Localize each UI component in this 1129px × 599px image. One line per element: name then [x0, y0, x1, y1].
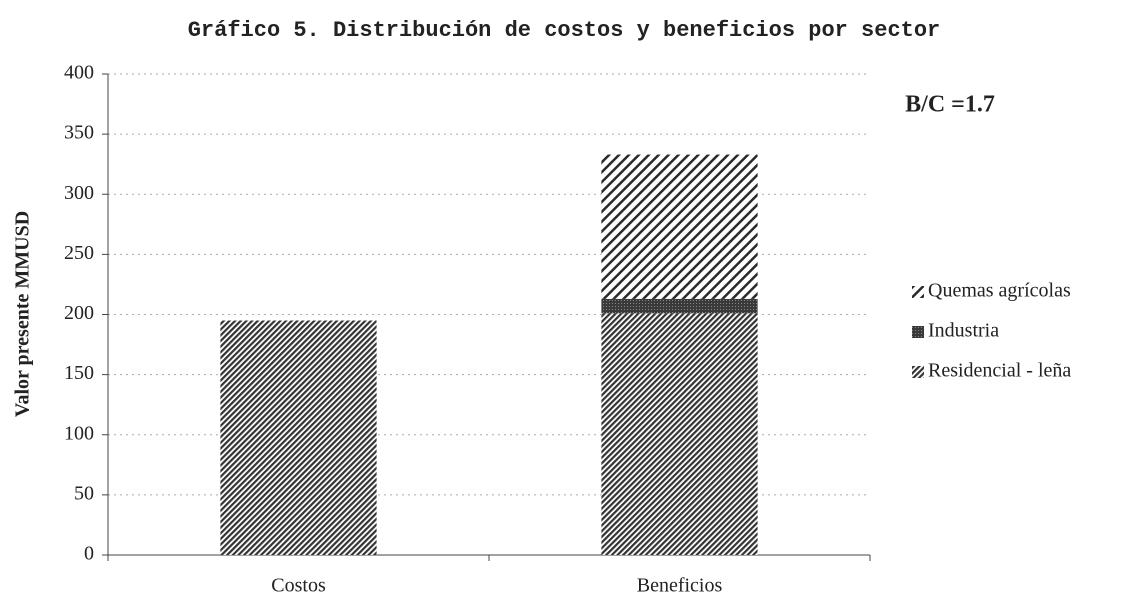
bar-segment: [601, 313, 758, 555]
legend-swatch: [912, 286, 924, 298]
y-axis-label: Valor presente MMUSD: [12, 211, 34, 417]
legend-swatch: [912, 326, 924, 338]
legend-label: Quemas agrícolas: [928, 280, 1071, 302]
y-tick-label: 300: [64, 182, 94, 204]
x-tick-label: Beneficios: [637, 575, 723, 597]
legend-label: Industria: [928, 320, 999, 342]
legend-swatch: [912, 366, 924, 378]
y-tick-label: 250: [64, 242, 94, 264]
y-tick-label: 400: [64, 62, 94, 84]
bar-segment: [220, 320, 377, 555]
chart-title: Gráfico 5. Distribución de costos y bene…: [188, 18, 941, 43]
bar-segment: [601, 298, 758, 314]
y-tick-label: 100: [64, 422, 94, 444]
y-tick-label: 150: [64, 362, 94, 384]
y-tick-label: 50: [74, 482, 94, 504]
x-tick-label: Costos: [271, 575, 326, 597]
y-tick-label: 200: [64, 302, 94, 324]
y-tick-label: 0: [84, 543, 94, 565]
y-tick-label: 350: [64, 122, 94, 144]
legend-label: Residencial - leña: [928, 360, 1071, 382]
annotation: B/C =1.7: [905, 92, 995, 118]
bar-segment: [601, 154, 758, 299]
